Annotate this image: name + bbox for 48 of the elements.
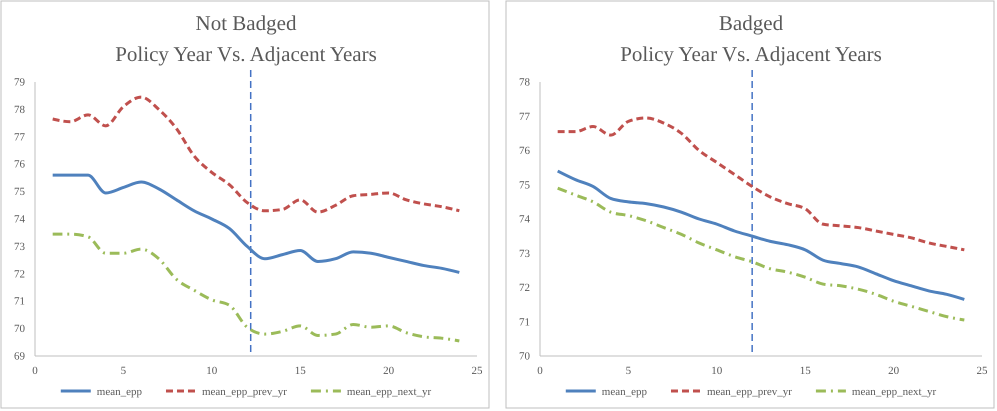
y-tick-label: 71 [14,296,25,308]
x-tick-label: 25 [976,364,988,377]
y-tick-label: 70 [519,350,530,363]
y-tick-label: 76 [519,145,530,158]
x-tick-label: 15 [800,364,812,377]
y-tick-label: 79 [14,76,26,89]
x-tick-label: 0 [32,364,38,377]
legend-label: mean_epp_prev_yr [202,386,288,398]
x-tick-label: 5 [120,364,127,377]
x-tick-label: 10 [206,364,218,377]
legend-label: mean_epp [96,386,142,398]
line-series [51,174,461,274]
y-tick-label: 75 [14,186,26,198]
y-tick-label: 74 [14,214,26,226]
y-tick-label: 73 [519,248,530,260]
y-tick-label: 72 [14,268,25,280]
chart-subtitle: Policy Year Vs. Adjacent Years [620,42,882,66]
line-series [51,232,461,342]
y-tick-label: 77 [519,110,530,123]
y-tick-label: 70 [14,323,26,336]
line-series [556,170,966,301]
x-tick-label: 20 [383,364,395,377]
x-tick-label: 15 [294,364,306,377]
chart-title: Not Badged [196,11,297,35]
y-tick-label: 73 [14,240,26,253]
line-series [51,96,461,214]
y-tick-label: 76 [14,158,26,171]
legend-label: mean_epp_next_yr [346,386,432,398]
y-tick-label: 74 [519,214,530,226]
x-tick-label: 5 [626,364,632,377]
line-series [556,186,966,322]
line-series [556,116,966,252]
x-tick-label: 20 [888,364,900,377]
x-tick-label: 10 [711,364,723,377]
y-tick-label: 69 [14,350,26,363]
chart-subtitle: Policy Year Vs. Adjacent Years [115,42,377,66]
x-tick-label: 0 [537,364,544,377]
chart-title: Badged [718,11,784,35]
y-tick-label: 72 [519,282,530,294]
legend-label: mean_epp_next_yr [852,386,937,398]
y-tick-label: 78 [519,76,530,89]
y-tick-label: 71 [519,316,530,328]
legend-label: mean_epp [602,386,648,398]
y-tick-label: 77 [14,131,26,144]
y-tick-label: 75 [519,179,530,192]
y-tick-label: 78 [14,104,26,116]
legend-label: mean_epp_prev_yr [706,386,792,398]
x-tick-label: 25 [472,364,483,377]
